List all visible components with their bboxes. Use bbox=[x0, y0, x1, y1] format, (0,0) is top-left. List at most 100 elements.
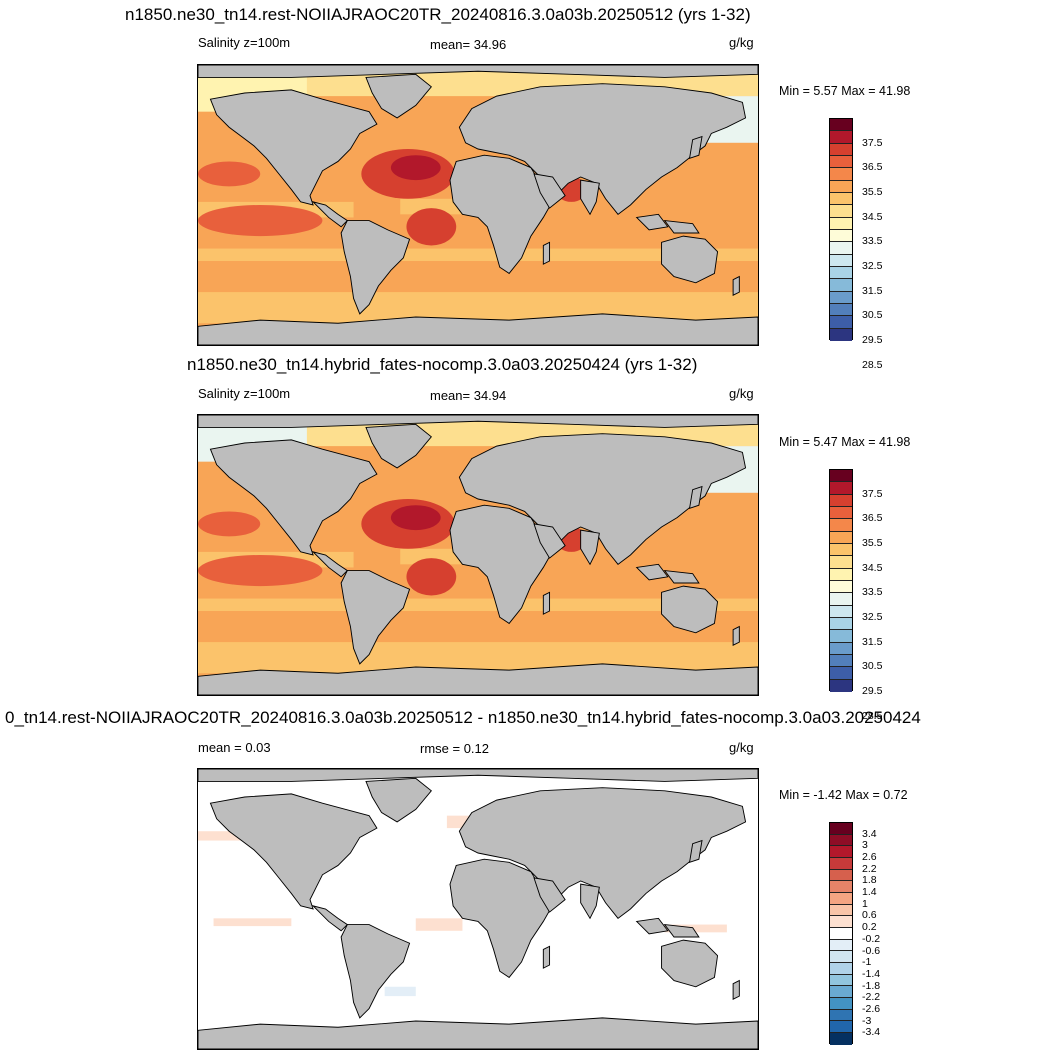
panel2-map bbox=[197, 414, 759, 696]
panel3-colorbar-swatch bbox=[830, 1021, 852, 1034]
panel3-colorbar-tick-label: -3.4 bbox=[862, 1026, 881, 1039]
panel1-colorbar-swatch bbox=[830, 242, 852, 255]
panel1-colorbar-tick-label: 31.5 bbox=[862, 284, 883, 297]
panel3-colorbar-swatch bbox=[830, 869, 852, 882]
panel1-colorbar-tick-label: 36.5 bbox=[862, 161, 883, 174]
panel3-colorbar-tick-label: -0.2 bbox=[862, 932, 881, 945]
panel3-colorbar-swatch bbox=[830, 951, 852, 964]
panel2-colorbar-swatch bbox=[830, 667, 852, 680]
panel3-colorbar-swatch bbox=[830, 1009, 852, 1022]
panel3-colorbar-tick-label: 3.4 bbox=[862, 827, 877, 840]
panel3-colorbar-tick-label: 2.2 bbox=[862, 862, 877, 875]
panel3-colorbar-swatch bbox=[830, 939, 852, 952]
panel3-colorbar-swatch bbox=[830, 998, 852, 1010]
panel2-minmax: Min = 5.47 Max = 41.98 bbox=[779, 435, 911, 449]
panel2-colorbar-tick-label: 28.5 bbox=[862, 709, 883, 722]
panel2-colorbar-tick-label: 37.5 bbox=[862, 487, 883, 500]
panel1-colorbar-tick-label: 37.5 bbox=[862, 136, 883, 149]
panel1-colorbar-swatch bbox=[830, 328, 852, 341]
panel2-title: n1850.ne30_tn14.hybrid_fates-nocomp.3.0a… bbox=[187, 355, 698, 374]
panel3-units: g/kg bbox=[729, 740, 754, 755]
panel2-colorbar-swatch bbox=[830, 556, 852, 569]
panel3-colorbar-tick-label: -2.6 bbox=[862, 1002, 881, 1015]
panel2-colorbar-swatch bbox=[830, 568, 852, 581]
panel2-colorbar-tick-label: 34.5 bbox=[862, 561, 883, 574]
panel3-colorbar-tick-label: 3 bbox=[862, 839, 868, 852]
panel3-colorbar bbox=[829, 822, 853, 1045]
panel3-colorbar-swatch bbox=[830, 904, 852, 917]
panel3-colorbar-tick-label: -1.4 bbox=[862, 967, 881, 980]
panel1-colorbar-tick-label: 30.5 bbox=[862, 309, 883, 322]
panel1-colorbar-swatch bbox=[830, 254, 852, 267]
panel2-units: g/kg bbox=[729, 386, 754, 401]
panel1-colorbar-swatch bbox=[830, 279, 852, 292]
panel1-map bbox=[197, 64, 759, 346]
panel3-colorbar-swatch bbox=[830, 1033, 852, 1045]
panel1-mean: mean= 34.96 bbox=[430, 37, 507, 52]
panel2-colorbar-tick-label: 35.5 bbox=[862, 537, 883, 549]
panel2-colorbar-swatch bbox=[830, 617, 852, 631]
panel3-colorbar-swatch bbox=[830, 928, 852, 940]
panel3-colorbar-tick-label: 0.2 bbox=[862, 921, 877, 934]
panel3-colorbar-swatch bbox=[830, 846, 852, 859]
panel3-colorbar-tick-label: 1 bbox=[862, 897, 868, 910]
panel3-colorbar-tick-label: -1 bbox=[862, 956, 872, 969]
panel3-map bbox=[197, 768, 759, 1050]
panel3-colorbar-tick-label: -3 bbox=[862, 1014, 872, 1027]
panel1-colorbar-swatch bbox=[830, 119, 852, 132]
panel3-colorbar-swatch bbox=[830, 893, 852, 905]
panel1-colorbar bbox=[829, 118, 853, 341]
panel2-colorbar-swatch bbox=[830, 605, 852, 618]
panel2-colorbar-swatch bbox=[830, 593, 852, 606]
panel1-colorbar-tick-label: 32.5 bbox=[862, 260, 883, 272]
panel1-colorbar-swatch bbox=[830, 143, 852, 156]
panel2-mean: mean= 34.94 bbox=[430, 388, 507, 403]
panel1-colorbar-swatch bbox=[830, 131, 852, 144]
panel1-colorbar-swatch bbox=[830, 316, 852, 329]
panel3-colorbar-swatch bbox=[830, 916, 852, 929]
panel3-colorbar-tick-label: 1.4 bbox=[862, 886, 877, 899]
panel2-colorbar-swatch bbox=[830, 519, 852, 532]
panel1-colorbar-swatch bbox=[830, 155, 852, 169]
panel2-colorbar-tick-label: 33.5 bbox=[862, 586, 883, 599]
panel3-colorbar-tick-label: 1.8 bbox=[862, 874, 877, 887]
panel1-colorbar-tick-label: 29.5 bbox=[862, 334, 883, 346]
panel2-colorbar-swatch bbox=[830, 531, 852, 544]
panel1-colorbar-swatch bbox=[830, 192, 852, 206]
panel3-colorbar-tick-label: 0.6 bbox=[862, 909, 877, 922]
panel1-colorbar-swatch bbox=[830, 205, 852, 218]
panel2-colorbar-swatch bbox=[830, 494, 852, 507]
panel2-colorbar-swatch bbox=[830, 642, 852, 655]
panel1-variable-label: Salinity z=100m bbox=[198, 35, 291, 50]
panel2-variable-label: Salinity z=100m bbox=[198, 386, 291, 401]
panel2-colorbar-tick-label: 32.5 bbox=[862, 611, 883, 623]
panel2-colorbar-tick-label: 29.5 bbox=[862, 685, 883, 697]
panel2-colorbar-swatch bbox=[830, 482, 852, 495]
panel3-map-svg bbox=[198, 769, 758, 1049]
panel3-minmax: Min = -1.42 Max = 0.72 bbox=[779, 788, 908, 802]
panel1-colorbar-swatch bbox=[830, 229, 852, 243]
panel3-colorbar-tick-label: -0.6 bbox=[862, 944, 881, 957]
panel3-colorbar-swatch bbox=[830, 963, 852, 975]
panel1-colorbar-swatch bbox=[830, 180, 852, 193]
panel1-colorbar-swatch bbox=[830, 303, 852, 317]
panel3-colorbar-swatch bbox=[830, 834, 852, 847]
panel1-colorbar-tick-label: 35.5 bbox=[862, 186, 883, 198]
panel2-colorbar-swatch bbox=[830, 679, 852, 692]
panel1-colorbar-swatch bbox=[830, 217, 852, 230]
panel2-colorbar-swatch bbox=[830, 654, 852, 668]
panel2-colorbar-tick-label: 36.5 bbox=[862, 512, 883, 525]
panel1-colorbar-swatch bbox=[830, 266, 852, 280]
panel3-colorbar-swatch bbox=[830, 881, 852, 894]
panel3-rmse: rmse = 0.12 bbox=[420, 741, 490, 756]
panel1-colorbar-swatch bbox=[830, 168, 852, 181]
panel1-map-svg bbox=[198, 65, 758, 345]
panel3-colorbar-swatch bbox=[830, 986, 852, 999]
panel3-colorbar-tick-label: -2.2 bbox=[862, 991, 881, 1004]
panel1-colorbar-tick-label: 34.5 bbox=[862, 210, 883, 223]
panel3-title: 0_tn14.rest-NOIIAJRAOC20TR_20240816.3.0a… bbox=[5, 708, 921, 727]
panel1-minmax: Min = 5.57 Max = 41.98 bbox=[779, 84, 911, 98]
panel2-colorbar-swatch bbox=[830, 470, 852, 483]
panel2-colorbar-tick-label: 31.5 bbox=[862, 635, 883, 648]
panel2-colorbar-swatch bbox=[830, 506, 852, 520]
